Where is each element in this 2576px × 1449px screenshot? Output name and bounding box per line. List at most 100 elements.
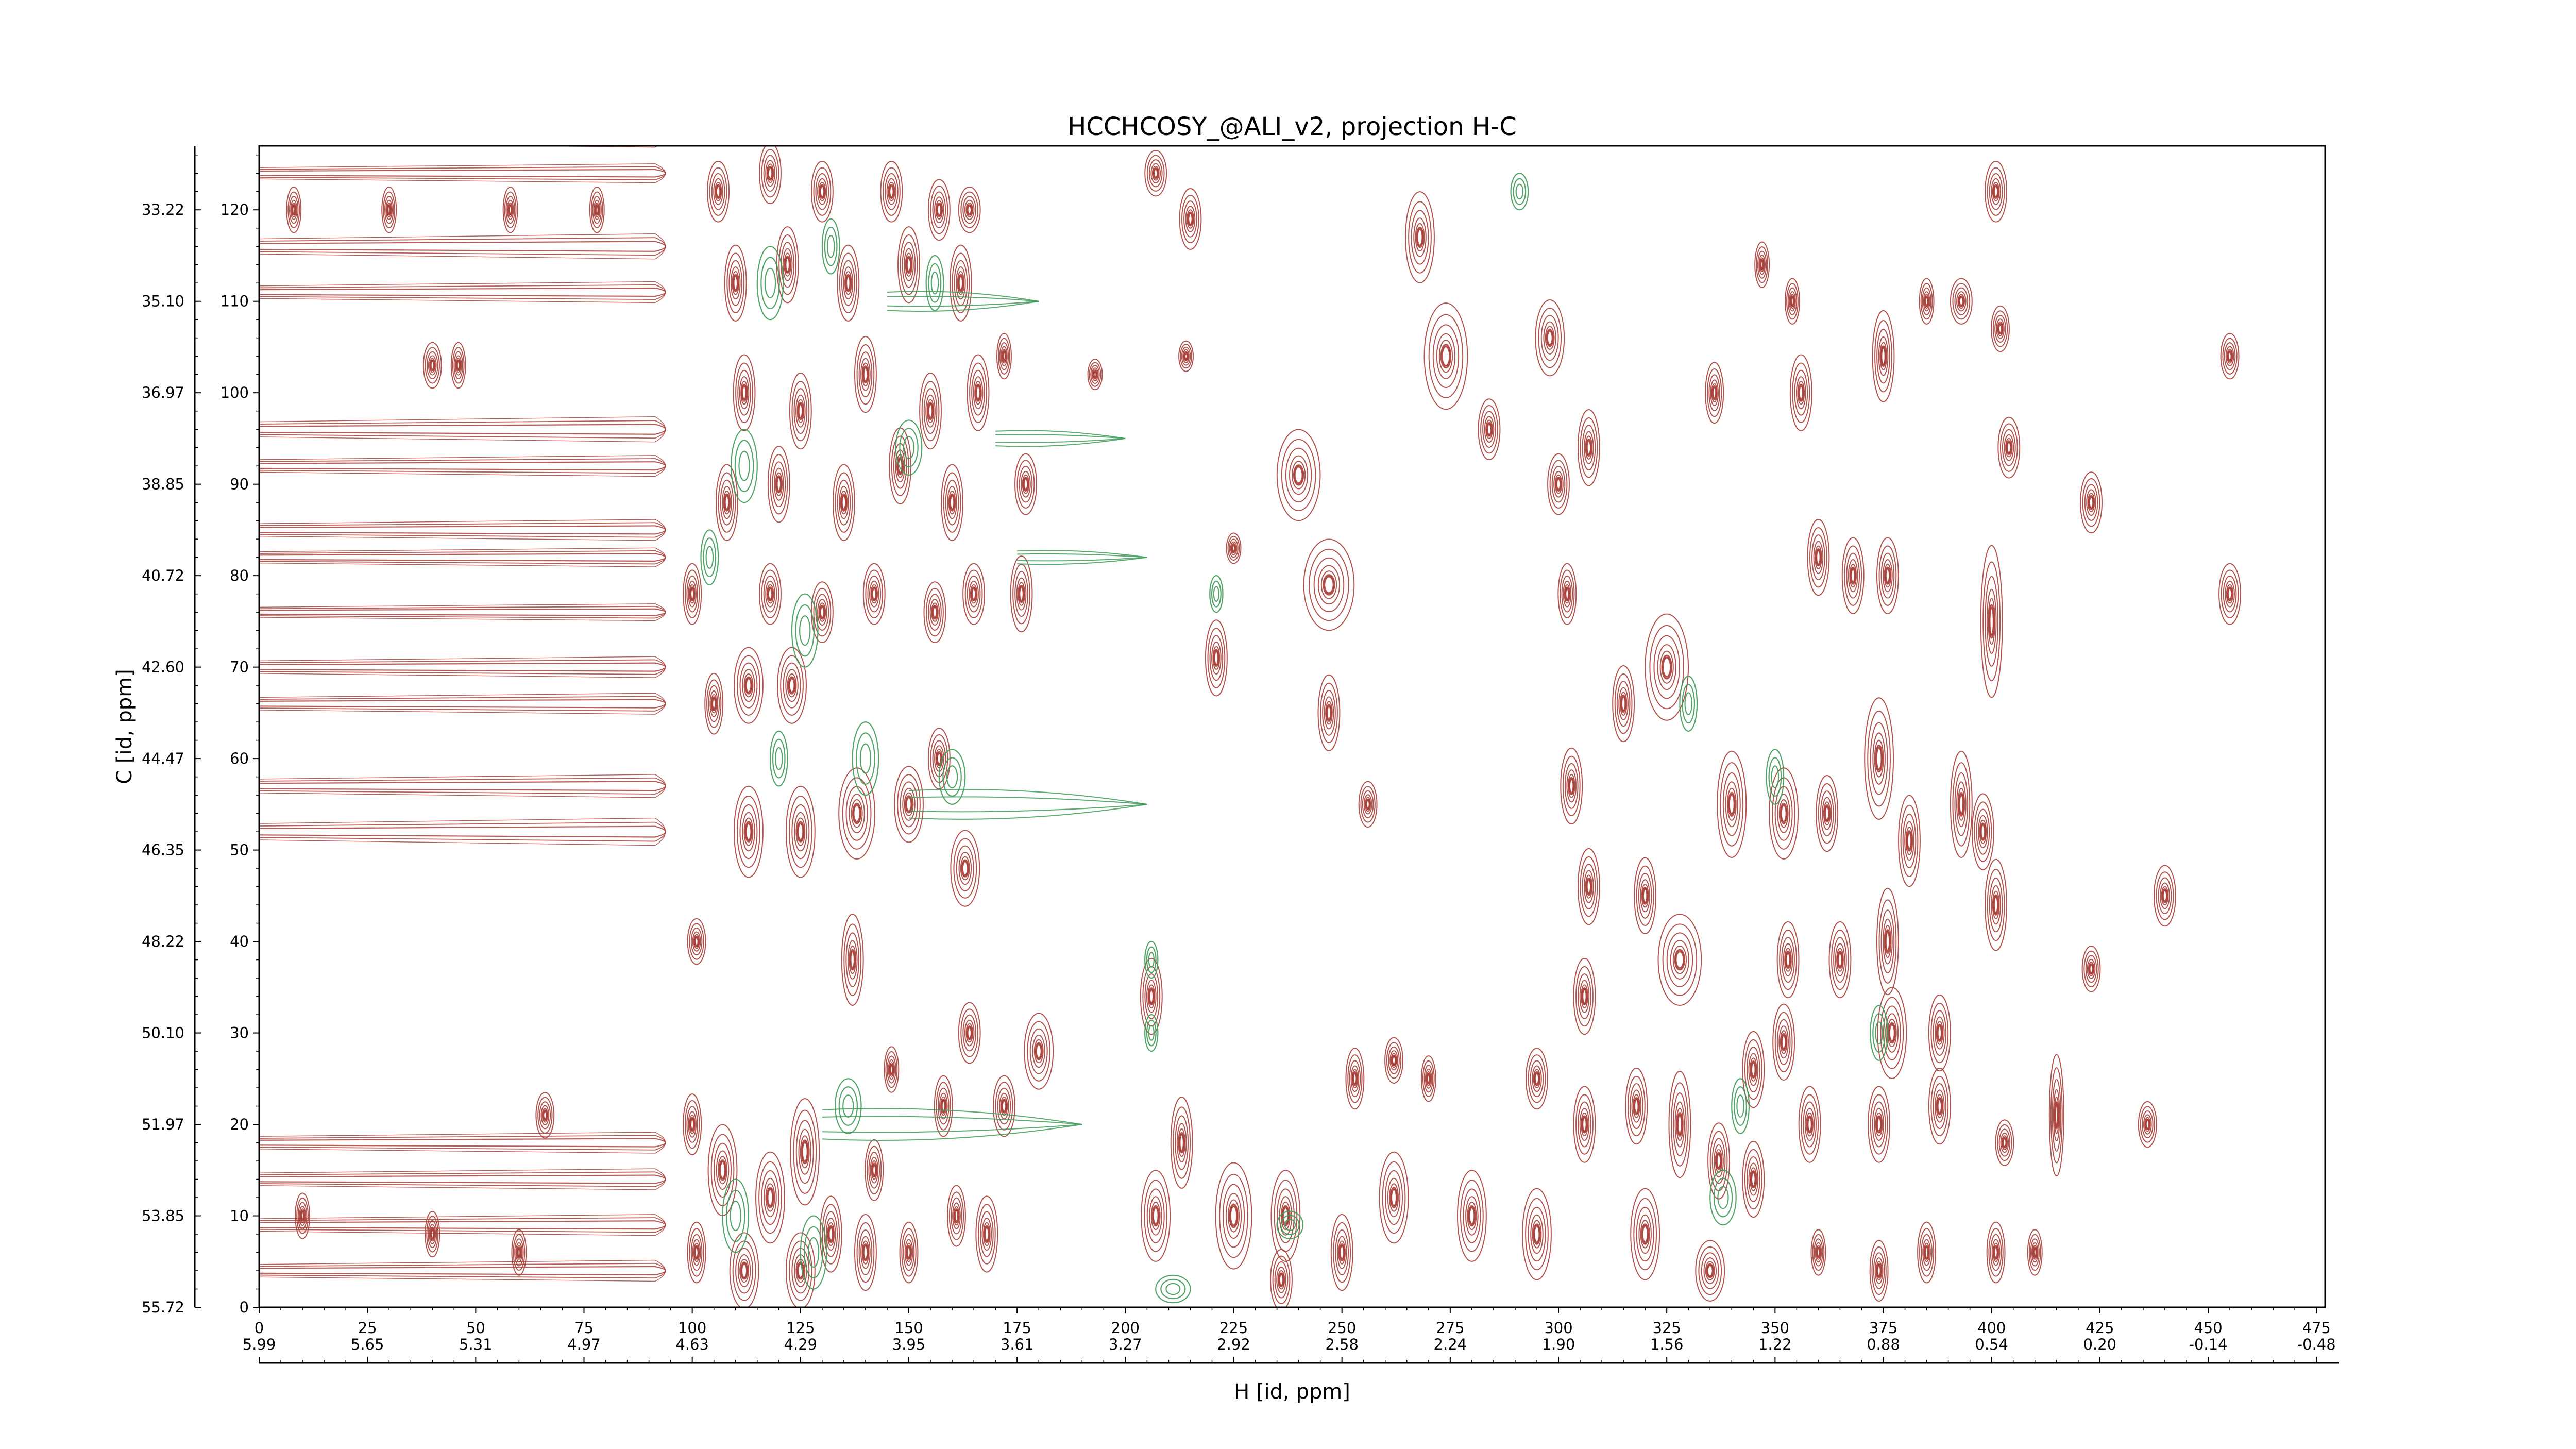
peak-contour	[1880, 347, 1886, 365]
peak-contour	[1671, 1082, 1689, 1167]
peak-contour	[1584, 431, 1594, 464]
x-index-tick-label: 175	[1003, 1319, 1031, 1337]
peak-contour	[2221, 569, 2239, 618]
y-ppm-tick-label: 33.22	[142, 201, 184, 218]
peak-contour	[514, 1238, 524, 1267]
peak-contour	[901, 1228, 917, 1277]
peak-contour	[1707, 1122, 1730, 1200]
x-ppm-tick-label: 5.99	[243, 1336, 276, 1353]
peak-contour	[861, 362, 870, 386]
peak-contour	[1883, 1005, 1901, 1060]
peak-contour	[1213, 650, 1219, 666]
peak-contour	[1923, 291, 1930, 312]
peak-contour	[714, 181, 722, 201]
peak-contour	[1568, 778, 1574, 794]
peak-contour	[975, 1195, 998, 1273]
peak-contour	[1950, 750, 1973, 858]
ridge-contour	[259, 455, 666, 477]
peak-contour	[1292, 461, 1306, 490]
peak-contour	[1151, 165, 1160, 181]
peak-contour	[1333, 1222, 1351, 1283]
peak-contour	[1957, 787, 1965, 821]
peak-contour	[2006, 441, 2012, 454]
peak-contour	[430, 1229, 435, 1239]
peak-contour	[1633, 1098, 1639, 1114]
peak-contour	[1934, 1089, 1945, 1123]
negative-peak-contour	[800, 1215, 827, 1290]
ridge-contour	[259, 132, 666, 141]
peak-contour	[766, 163, 774, 183]
peak-contour	[297, 1202, 308, 1230]
x-index-tick-label: 425	[2086, 1319, 2114, 1337]
peak-contour	[686, 1106, 698, 1143]
peak-contour	[292, 205, 296, 215]
x-ppm-tick-label: 1.22	[1758, 1336, 1792, 1353]
peak-contour	[1997, 324, 2003, 334]
peak-contour	[592, 196, 602, 224]
peak-contour	[1317, 565, 1341, 605]
peak-contour	[1362, 790, 1374, 818]
peak-contour	[2089, 964, 2094, 974]
peak-contour	[839, 486, 849, 519]
negative-peak-contour	[1209, 575, 1224, 613]
peak-contour	[1614, 673, 1633, 734]
peak-contour	[1828, 921, 1852, 999]
peak-contour	[730, 266, 741, 300]
peak-contour	[871, 587, 877, 600]
peak-contour	[1875, 747, 1883, 771]
peak-contour	[763, 155, 777, 192]
peak-contour	[2054, 1103, 2059, 1127]
peak-contour	[709, 167, 727, 216]
peak-contour	[1093, 370, 1097, 378]
peak-contour	[387, 205, 392, 215]
x-ppm-tick-label: 3.27	[1109, 1336, 1142, 1353]
peak-contour	[454, 355, 462, 376]
peak-contour	[2145, 1119, 2150, 1130]
peak-contour	[1219, 1173, 1248, 1258]
x-ppm-tick-label: 2.92	[1217, 1336, 1250, 1353]
peak-contour	[1716, 1153, 1722, 1169]
peak-contour	[1215, 1162, 1252, 1270]
peak-contour	[2140, 1106, 2155, 1143]
x-ppm-tick-label: 4.97	[567, 1336, 601, 1353]
peak-contour	[2225, 346, 2234, 366]
peak-contour	[2225, 580, 2235, 608]
peak-contour	[687, 1221, 706, 1284]
peak-contour	[921, 381, 940, 442]
peak-contour	[1526, 1048, 1548, 1110]
peak-contour	[1278, 1273, 1284, 1287]
peak-contour	[1228, 1199, 1240, 1233]
peak-contour	[951, 1197, 962, 1235]
peak-contour	[1917, 1221, 1937, 1284]
peak-contour	[791, 804, 810, 860]
peak-contour	[1001, 346, 1008, 366]
peak-contour	[1850, 568, 1856, 584]
peak-contour	[737, 1254, 751, 1288]
peak-contour	[425, 347, 440, 384]
negative-peak-contour	[1144, 1014, 1159, 1052]
peak-contour	[1801, 1094, 1819, 1155]
peak-contour	[1089, 362, 1101, 387]
peak-contour	[785, 1232, 816, 1307]
peak-contour	[685, 569, 700, 618]
peak-contour	[1816, 1247, 1821, 1258]
negative-peak-contour	[1717, 1186, 1729, 1209]
peak-contour	[930, 186, 948, 234]
peak-contour	[1883, 559, 1893, 593]
peak-contour	[1636, 1206, 1654, 1262]
ridge-contour	[259, 163, 666, 183]
peak-contour	[785, 669, 799, 702]
peak-contour	[1997, 416, 2021, 479]
peak-contour	[882, 167, 901, 216]
peak-contour	[1954, 772, 1969, 836]
peak-contour	[726, 252, 745, 313]
peak-contour	[429, 1224, 436, 1244]
peak-contour	[2032, 1247, 2037, 1258]
peak-contour	[688, 580, 697, 608]
peak-contour	[384, 196, 394, 224]
peak-contour	[1849, 563, 1857, 588]
peak-contour	[2226, 584, 2234, 604]
peak-contour	[1933, 1083, 1947, 1130]
y-ppm-axis: 55.72 53.85 51.97 50.10 48.22 46.35 44.47 42.60…	[142, 154, 201, 1316]
peak-contour	[745, 822, 752, 841]
